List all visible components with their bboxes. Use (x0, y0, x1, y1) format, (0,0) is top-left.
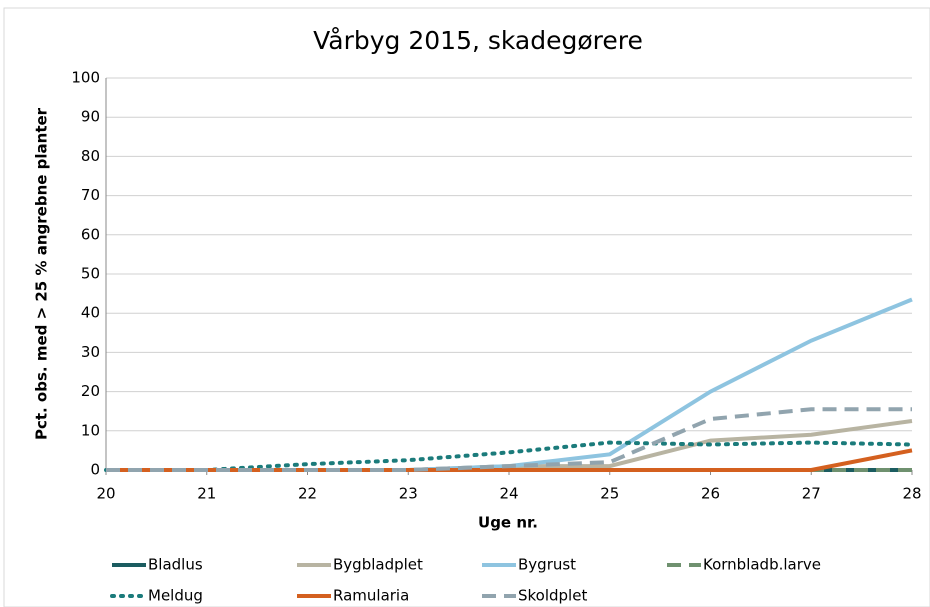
series-line (106, 407, 912, 472)
y-tick-label: 40 (81, 304, 100, 322)
legend-label: Meldug (148, 587, 203, 605)
x-tick-label: 21 (197, 485, 216, 503)
x-tick-label: 25 (600, 485, 619, 503)
y-tick-label: 20 (81, 382, 100, 400)
y-tick-label: 30 (81, 343, 100, 361)
x-tick-label: 27 (802, 485, 821, 503)
legend-label: Kornbladb.larve (703, 556, 821, 574)
y-tick-label: 10 (81, 421, 100, 439)
chart-title: Vårbyg 2015, skadegørere (313, 26, 643, 55)
legend-label: Ramularia (333, 587, 409, 605)
y-tick-label: 90 (81, 108, 100, 126)
chart-border (3, 7, 930, 607)
x-tick-label: 28 (902, 485, 921, 503)
y-axis-label: Pct. obs. med > 25 % angrebne planter (33, 107, 51, 440)
legend-label: Bygbladplet (333, 556, 423, 574)
y-tick-label: 50 (81, 265, 100, 283)
x-tick-label: 23 (399, 485, 418, 503)
x-tick-label: 22 (298, 485, 317, 503)
y-tick-label: 0 (90, 461, 100, 479)
y-tick-label: 80 (81, 147, 100, 165)
y-tick-label: 60 (81, 225, 100, 243)
y-tick-label: 70 (81, 186, 100, 204)
x-tick-label: 26 (701, 485, 720, 503)
legend-label: Skoldplet (518, 587, 587, 605)
x-tick-label: 20 (96, 485, 115, 503)
x-axis-label: Uge nr. (478, 514, 538, 532)
series-line (106, 419, 913, 472)
x-tick-label: 24 (499, 485, 518, 503)
y-tick-label: 100 (71, 69, 100, 87)
legend-label: Bladlus (148, 556, 203, 574)
legend-label: Bygrust (518, 556, 576, 574)
